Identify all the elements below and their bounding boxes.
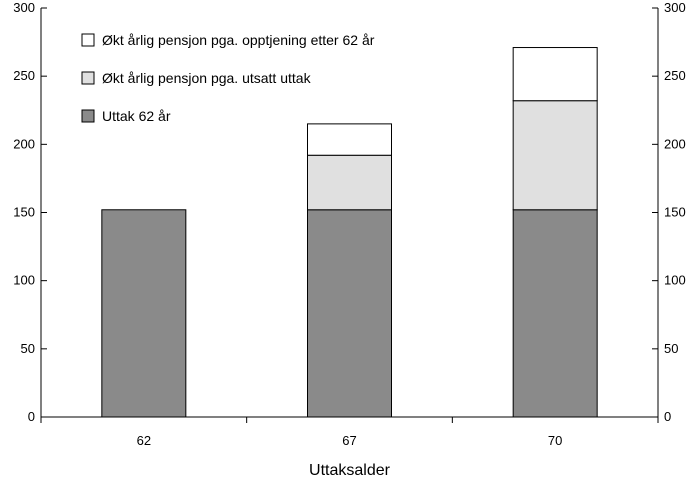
y-tick-label-left: 150 xyxy=(13,205,35,220)
y-tick-label-right: 250 xyxy=(664,68,686,83)
x-axis-title: Uttaksalder xyxy=(309,462,391,479)
bar-segment xyxy=(101,209,187,418)
axes-group: 0 0 50 50 100 100 150 150 200 200 250 250 300 300 62 67… xyxy=(13,0,685,448)
y-tick-label-right: 150 xyxy=(664,205,686,220)
y-tick-label-right: 50 xyxy=(664,341,678,356)
y-tick-label-right: 0 xyxy=(664,409,671,424)
y-tick-label-left: 300 xyxy=(13,0,35,15)
x-tick-label: 67 xyxy=(342,433,356,448)
y-tick-label-left: 250 xyxy=(13,68,35,83)
legend: Økt årlig pensjon pga. opptjening etter … xyxy=(81,32,375,124)
bar-segment xyxy=(307,209,392,418)
y-tick-label-left: 200 xyxy=(13,136,35,151)
y-tick-label-right: 200 xyxy=(664,136,686,151)
y-tick-label-right: 300 xyxy=(664,0,686,15)
x-tick-label: 62 xyxy=(137,433,151,448)
bar-segment xyxy=(307,154,392,211)
y-tick-label-left: 0 xyxy=(28,409,35,424)
legend-swatch xyxy=(81,33,95,47)
bars-group xyxy=(101,47,598,418)
x-tick-label: 70 xyxy=(548,433,562,448)
legend-swatch xyxy=(81,71,95,85)
y-tick-label-left: 50 xyxy=(21,341,35,356)
legend-label: Økt årlig pensjon pga. utsatt uttak xyxy=(102,70,312,86)
y-tick-label-right: 100 xyxy=(664,273,686,288)
bar-segment xyxy=(307,123,392,156)
legend-swatch xyxy=(81,109,95,123)
y-tick-label-left: 100 xyxy=(13,273,35,288)
legend-label: Økt årlig pensjon pga. opptjening etter … xyxy=(102,32,375,48)
legend-label: Uttak 62 år xyxy=(102,108,171,124)
bar-segment xyxy=(512,209,598,418)
bar-segment xyxy=(512,100,598,211)
bar-segment xyxy=(512,47,598,102)
